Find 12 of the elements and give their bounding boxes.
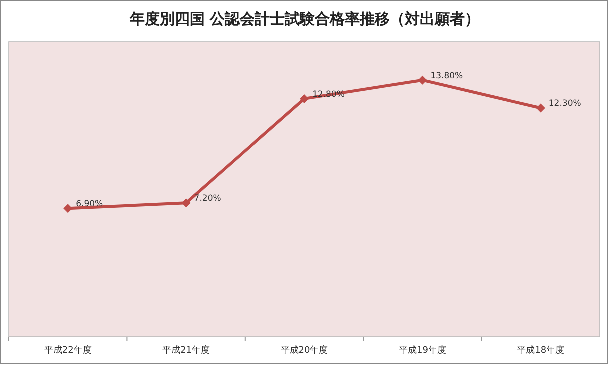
data-label: 12.30%: [548, 99, 582, 110]
x-tick-label: 平成20年度: [280, 345, 328, 356]
data-label: 7.20%: [194, 194, 222, 204]
x-tick-label: 平成19年度: [398, 345, 446, 356]
x-tick-label: 平成21年度: [162, 345, 210, 356]
x-tick-label: 平成22年度: [44, 345, 92, 356]
point: [418, 76, 428, 85]
point: [536, 104, 546, 113]
point: [300, 94, 309, 104]
chart-title: 年度別四国 公認会計士試験合格率推移（対出願者）: [128, 10, 480, 28]
data-label: 13.80%: [430, 71, 464, 82]
x-tick-label: 平成18年度: [517, 345, 565, 356]
